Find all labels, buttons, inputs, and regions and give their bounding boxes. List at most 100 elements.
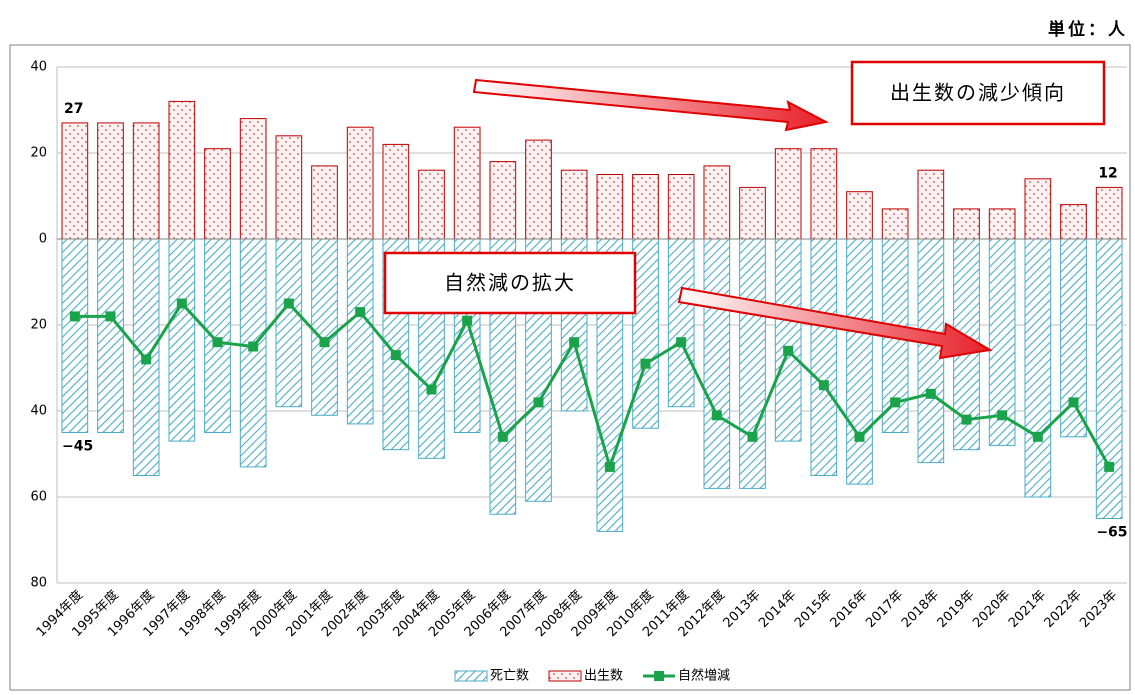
marker bbox=[640, 358, 651, 369]
marker bbox=[1104, 461, 1115, 472]
marker bbox=[283, 298, 294, 309]
y-tick-label: 40 bbox=[30, 60, 47, 75]
marker bbox=[141, 354, 152, 365]
legend-label: 自然増減 bbox=[678, 668, 730, 684]
marker bbox=[997, 410, 1008, 421]
bar bbox=[97, 122, 124, 240]
bar bbox=[61, 238, 89, 433]
bar bbox=[810, 148, 838, 240]
bar bbox=[61, 122, 89, 240]
bar bbox=[204, 238, 231, 433]
bar bbox=[168, 100, 196, 240]
bar bbox=[917, 169, 945, 240]
marker bbox=[1032, 431, 1043, 442]
marker bbox=[355, 307, 366, 318]
bar bbox=[1095, 238, 1123, 519]
bar bbox=[418, 169, 445, 240]
y-tick-label: 20 bbox=[30, 318, 47, 333]
legend-label: 出生数 bbox=[584, 669, 623, 684]
bar bbox=[810, 238, 838, 476]
bar bbox=[275, 238, 303, 408]
marker bbox=[176, 298, 187, 309]
bar bbox=[382, 143, 410, 240]
bar bbox=[667, 238, 695, 408]
y-tick-label: 80 bbox=[30, 576, 47, 591]
y-tick-label: 20 bbox=[30, 146, 47, 161]
data-label: −65 bbox=[1096, 525, 1127, 541]
marker bbox=[319, 337, 330, 348]
marker bbox=[854, 431, 865, 442]
bar bbox=[703, 238, 731, 489]
y-tick-label: 40 bbox=[30, 404, 47, 419]
bar bbox=[1024, 238, 1052, 498]
bar bbox=[1024, 178, 1052, 240]
bar bbox=[311, 238, 338, 416]
bar bbox=[239, 118, 267, 240]
bar bbox=[881, 208, 909, 240]
marker bbox=[783, 345, 794, 356]
bar bbox=[739, 238, 766, 489]
marker bbox=[426, 384, 437, 395]
marker bbox=[569, 337, 580, 348]
bar bbox=[97, 238, 124, 433]
bar bbox=[489, 161, 517, 240]
bar bbox=[346, 238, 374, 425]
bar bbox=[346, 126, 374, 240]
legend-swatch bbox=[454, 670, 488, 682]
arrow bbox=[677, 286, 993, 360]
bar bbox=[667, 174, 695, 240]
annotation: 自然減の拡大 bbox=[444, 271, 576, 295]
bar bbox=[1095, 186, 1123, 240]
bar bbox=[204, 148, 231, 240]
y-tick-label: 0 bbox=[39, 232, 47, 247]
marker bbox=[248, 341, 259, 352]
marker bbox=[925, 388, 936, 399]
marker bbox=[462, 315, 473, 326]
arrow bbox=[472, 78, 829, 132]
legend-item: 出生数 bbox=[548, 669, 623, 684]
bar bbox=[632, 238, 659, 429]
bar bbox=[774, 148, 802, 240]
bar bbox=[596, 174, 624, 240]
bar bbox=[275, 135, 303, 240]
marker bbox=[961, 414, 972, 425]
bar bbox=[917, 238, 945, 464]
bar bbox=[846, 238, 873, 485]
annotation-box bbox=[850, 60, 1106, 126]
legend-item: 自然増減 bbox=[643, 668, 730, 684]
bar bbox=[525, 139, 552, 240]
marker bbox=[533, 397, 544, 408]
bar bbox=[168, 238, 196, 442]
marker bbox=[747, 431, 758, 442]
data-label: 27 bbox=[64, 101, 83, 117]
plot-area: 4020020406080−45−6527121994年度1995年度1996年… bbox=[30, 60, 1127, 684]
annotation-box bbox=[383, 251, 637, 315]
legend-label: 死亡数 bbox=[490, 669, 529, 684]
bar bbox=[632, 174, 659, 240]
annotation: 出生数の減少傾向 bbox=[890, 81, 1066, 105]
line bbox=[74, 301, 1111, 472]
bar bbox=[453, 126, 481, 240]
bar bbox=[1060, 204, 1087, 240]
marker bbox=[497, 431, 508, 442]
bar bbox=[988, 208, 1016, 240]
legend-swatch bbox=[548, 670, 582, 682]
bar bbox=[703, 165, 731, 240]
marker bbox=[890, 397, 901, 408]
marker bbox=[105, 311, 116, 322]
legend-marker bbox=[654, 671, 665, 681]
marker bbox=[711, 410, 722, 421]
bar bbox=[774, 238, 802, 442]
marker bbox=[69, 311, 80, 322]
bar bbox=[560, 169, 588, 240]
bar bbox=[132, 122, 160, 240]
y-tick-label: 60 bbox=[30, 490, 47, 505]
marker bbox=[390, 350, 401, 361]
marker bbox=[818, 380, 829, 391]
bar bbox=[311, 165, 338, 240]
marker bbox=[212, 337, 223, 348]
data-label: 12 bbox=[1098, 165, 1117, 181]
bar bbox=[239, 238, 267, 468]
